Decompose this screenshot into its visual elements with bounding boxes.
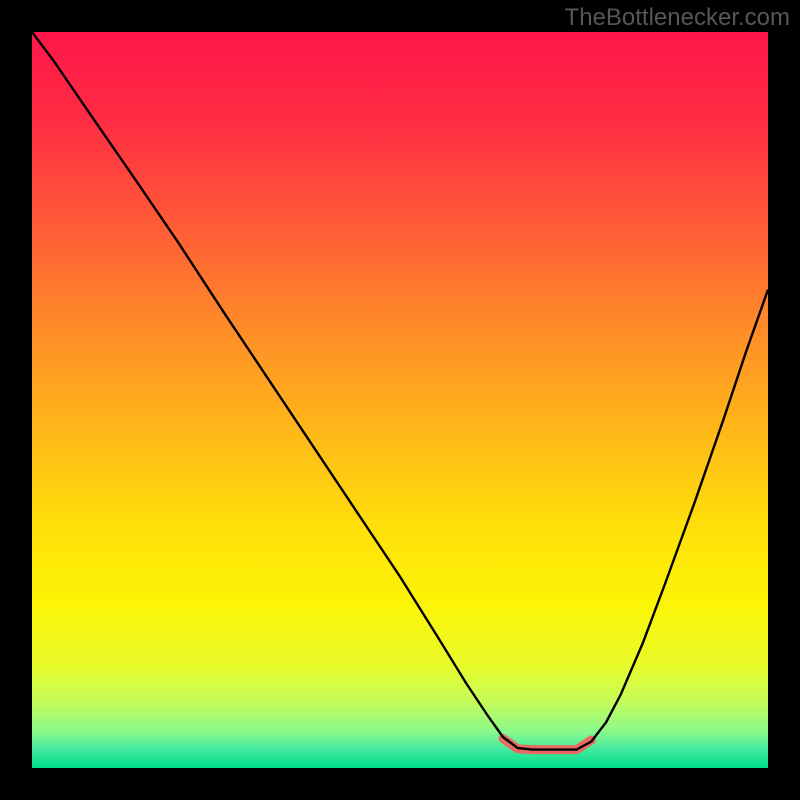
watermark-text: TheBottlenecker.com — [565, 4, 790, 32]
plot-area — [32, 32, 768, 768]
chart-frame: TheBottlenecker.com — [0, 0, 800, 800]
curve-overlay — [32, 32, 768, 768]
bottleneck-curve — [32, 32, 768, 750]
